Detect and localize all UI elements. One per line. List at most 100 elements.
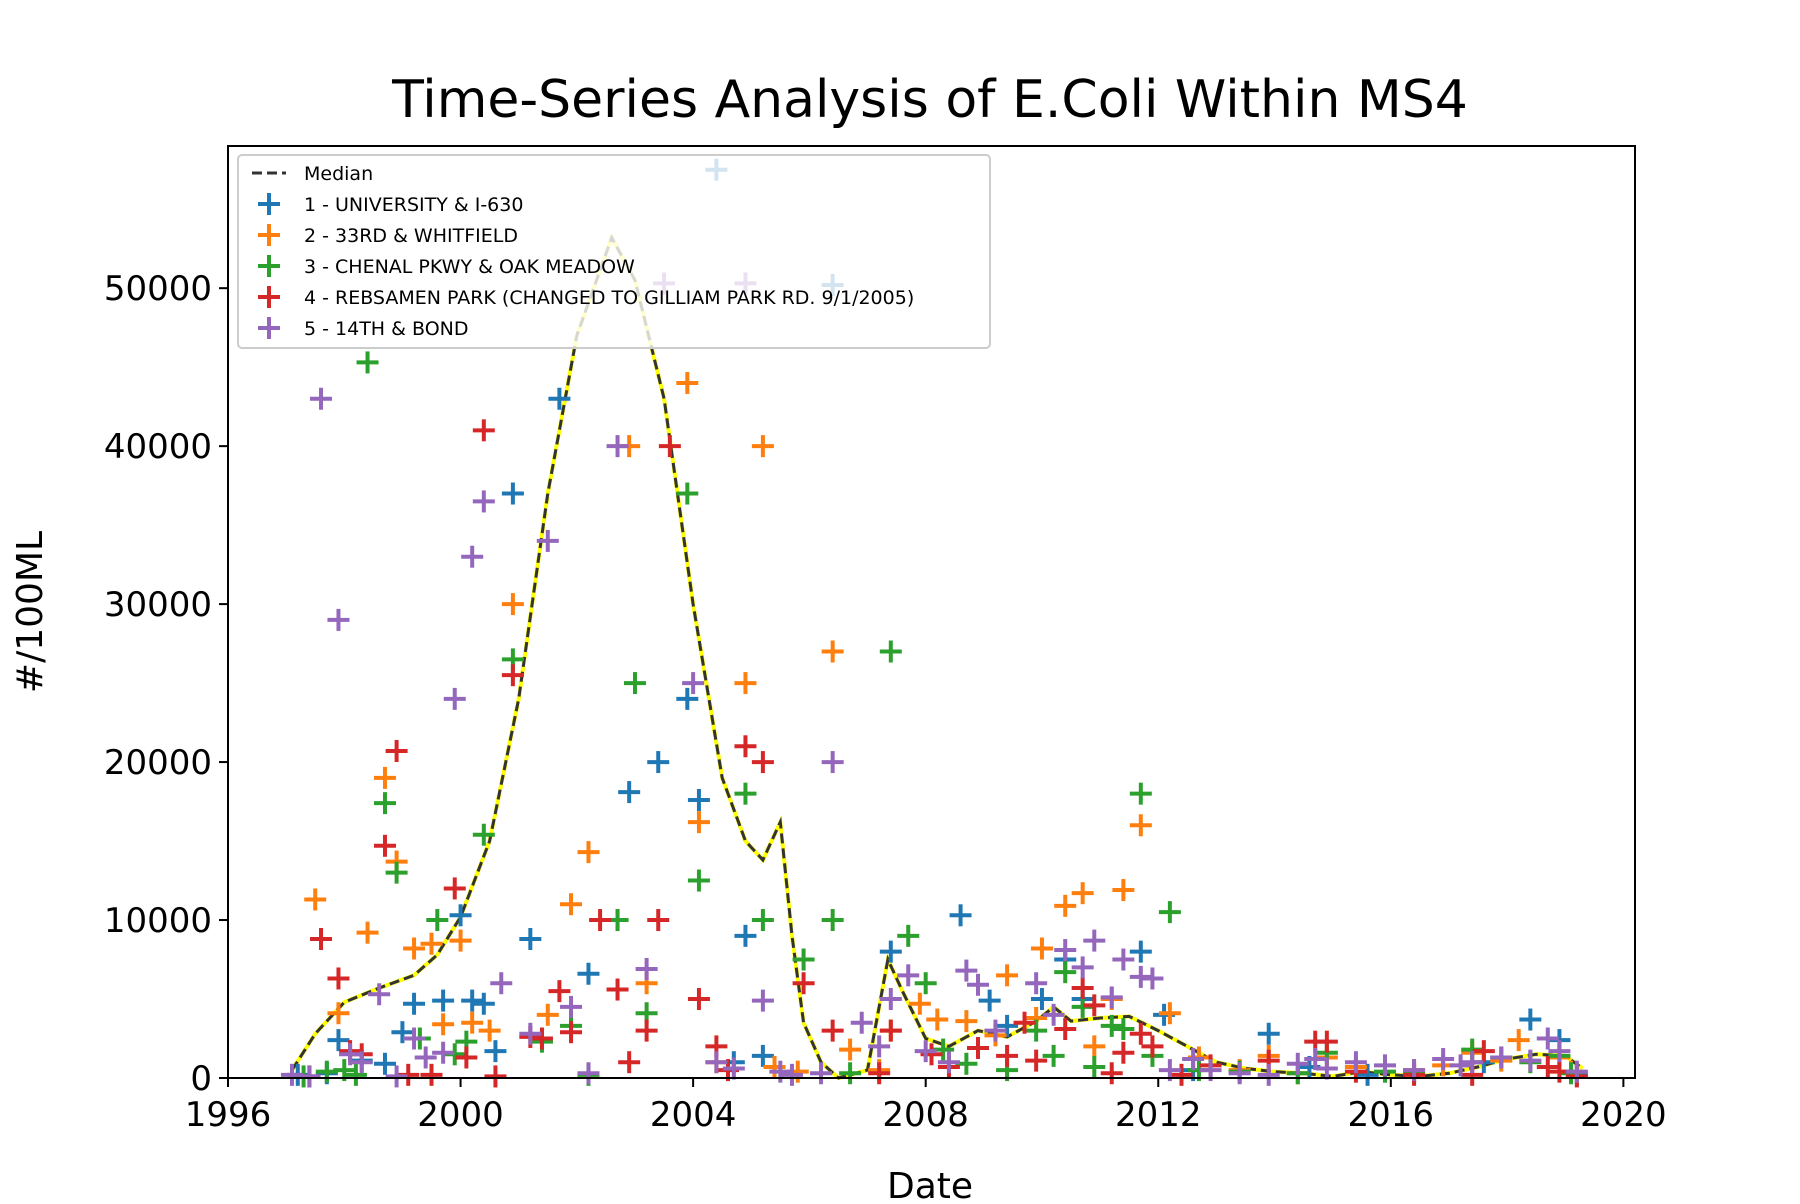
- y-tick-label: 40000: [104, 427, 212, 467]
- data-point: [461, 989, 484, 1012]
- data-point: [443, 877, 466, 900]
- data-point: [734, 735, 757, 758]
- data-point: [1100, 986, 1123, 1009]
- data-point: [327, 967, 350, 990]
- data-point: [385, 861, 408, 884]
- plot-frame: [227, 145, 1636, 1079]
- data-point: [908, 992, 931, 1015]
- x-tick-label: 2016: [1348, 1095, 1435, 1135]
- data-point: [432, 1041, 455, 1064]
- data-point: [1356, 1063, 1379, 1086]
- data-point: [298, 1065, 321, 1088]
- legend-median-label: Median: [304, 163, 373, 185]
- data-point: [1025, 972, 1048, 995]
- data-point: [996, 1044, 1019, 1067]
- data-point: [810, 1062, 833, 1085]
- data-point: [751, 989, 774, 1012]
- data-point: [1507, 1029, 1530, 1052]
- data-point: [937, 1051, 960, 1074]
- data-point: [391, 1021, 414, 1044]
- data-point: [1112, 948, 1135, 971]
- data-point: [949, 904, 972, 927]
- data-point: [868, 1062, 891, 1085]
- data-point: [751, 751, 774, 774]
- data-point: [623, 672, 646, 695]
- data-point: [426, 909, 449, 932]
- data-point: [432, 989, 455, 1012]
- data-point: [1025, 1049, 1048, 1072]
- data-point: [984, 1019, 1007, 1042]
- data-point: [879, 940, 902, 963]
- data-point: [519, 927, 542, 950]
- data-point: [722, 1057, 745, 1080]
- data-point: [548, 387, 571, 410]
- data-point: [327, 1002, 350, 1025]
- data-point: [1129, 1022, 1152, 1045]
- data-point: [373, 766, 396, 789]
- data-point: [327, 608, 350, 631]
- data-point: [618, 1051, 641, 1074]
- data-point: [821, 909, 844, 932]
- data-point: [1519, 1049, 1542, 1072]
- median-line-highlight: [290, 232, 1584, 1081]
- x-tick-label: 2004: [650, 1095, 737, 1135]
- data-point: [647, 751, 670, 774]
- data-point: [1536, 1027, 1559, 1050]
- data-point: [350, 1051, 373, 1074]
- data-point: [1083, 994, 1106, 1017]
- data-point: [751, 435, 774, 458]
- data-point: [1083, 1055, 1106, 1078]
- y-tick-label: 30000: [104, 585, 212, 625]
- legend-label-1: 1 - UNIVERSITY & I-630: [304, 194, 523, 216]
- data-point: [1373, 1054, 1396, 1077]
- data-point: [967, 973, 990, 996]
- data-point: [1013, 1011, 1036, 1034]
- data-point: [385, 1065, 408, 1088]
- data-point: [472, 992, 495, 1015]
- data-point: [449, 929, 472, 952]
- data-point: [676, 482, 699, 505]
- x-axis: 1996 2000 2004 2008 2012 2016 2020: [185, 1078, 1667, 1135]
- data-point: [996, 1014, 1019, 1037]
- data-point: [1071, 976, 1094, 999]
- data-point: [472, 823, 495, 846]
- data-point: [897, 924, 920, 947]
- data-point: [310, 387, 333, 410]
- data-point: [914, 972, 937, 995]
- y-axis-label: #/100ML: [10, 531, 51, 693]
- data-point: [751, 909, 774, 932]
- data-point: [1315, 1057, 1338, 1080]
- data-point: [373, 792, 396, 815]
- data-point: [751, 1044, 774, 1067]
- data-point: [1257, 1063, 1280, 1086]
- data-point: [769, 1060, 792, 1083]
- data-point: [606, 978, 629, 1001]
- data-point: [1182, 1048, 1205, 1071]
- data-point: [403, 992, 426, 1015]
- data-point: [635, 958, 658, 981]
- data-point: [1112, 879, 1135, 902]
- data-point: [1030, 988, 1053, 1011]
- data-point: [734, 672, 757, 695]
- legend-label-5: 5 - 14TH & BOND: [304, 318, 469, 340]
- data-point: [420, 1063, 443, 1086]
- data-point: [821, 640, 844, 663]
- y-tick-label: 20000: [104, 743, 212, 783]
- x-tick-label: 2012: [1115, 1095, 1202, 1135]
- data-point: [501, 482, 524, 505]
- y-tick-label: 0: [190, 1059, 212, 1099]
- data-point: [1100, 1014, 1123, 1037]
- series-4: [298, 419, 1588, 1088]
- data-point: [967, 1036, 990, 1059]
- data-point: [635, 1019, 658, 1042]
- legend-swatch-5: [258, 317, 280, 339]
- data-point: [1129, 782, 1152, 805]
- data-point: [687, 988, 710, 1011]
- data-point: [1472, 1040, 1495, 1063]
- data-point: [356, 351, 379, 374]
- series-2: [304, 371, 1583, 1085]
- data-point: [792, 948, 815, 971]
- x-tick-label: 2020: [1580, 1095, 1667, 1135]
- data-point: [1170, 1063, 1193, 1086]
